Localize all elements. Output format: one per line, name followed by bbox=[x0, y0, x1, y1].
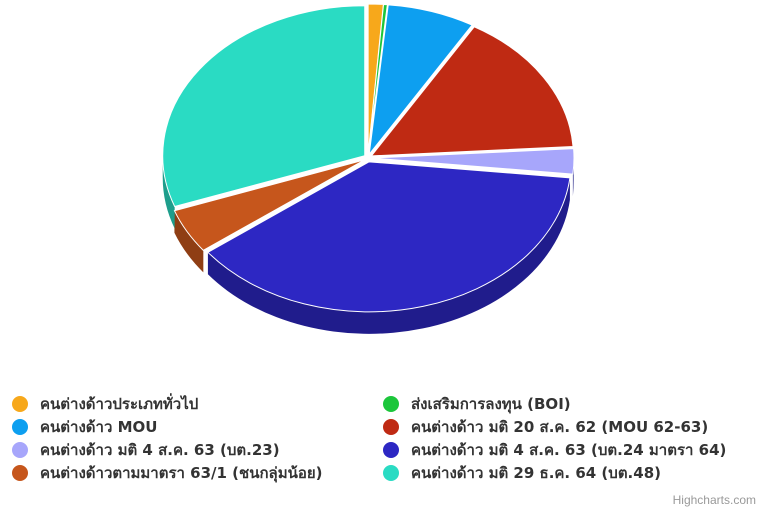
pie-slice-side bbox=[207, 177, 570, 334]
legend-dot-icon bbox=[383, 419, 399, 435]
legend-item-4[interactable]: คนต่างด้าว มติ 4 ส.ค. 63 (บต.23) bbox=[12, 438, 280, 462]
legend-item-5[interactable]: คนต่างด้าว มติ 4 ส.ค. 63 (บต.24 มาตรา 64… bbox=[383, 438, 726, 462]
legend-dot-icon bbox=[383, 465, 399, 481]
pie-slice-6[interactable] bbox=[173, 159, 365, 251]
legend-dot-icon bbox=[12, 465, 28, 481]
legend-label: คนต่างด้าวตามมาตรา 63/1 (ชนกลุ่มน้อย) bbox=[40, 464, 323, 482]
pie-slice-4[interactable] bbox=[371, 148, 575, 175]
pie-slice-7[interactable] bbox=[162, 5, 366, 208]
legend-dot-icon bbox=[383, 442, 399, 458]
pie-slice-2[interactable] bbox=[368, 4, 473, 156]
legend-item-7[interactable]: คนต่างด้าว มติ 29 ธ.ค. 64 (บต.48) bbox=[383, 461, 661, 485]
legend-label: คนต่างด้าว มติ 29 ธ.ค. 64 (บต.48) bbox=[411, 464, 661, 482]
legend: คนต่างด้าวประเภททั่วไป ส่งเสริมการลงทุน … bbox=[0, 380, 762, 490]
pie-slice-3[interactable] bbox=[370, 26, 574, 157]
pie-slice-side bbox=[174, 210, 204, 273]
legend-label: คนต่างด้าวประเภททั่วไป bbox=[40, 395, 199, 413]
legend-item-0[interactable]: คนต่างด้าวประเภททั่วไป bbox=[12, 392, 198, 416]
legend-label: คนต่างด้าว มติ 4 ส.ค. 63 (บต.23) bbox=[40, 441, 280, 459]
legend-item-3[interactable]: คนต่างด้าว มติ 20 ส.ค. 62 (MOU 62-63) bbox=[383, 415, 708, 439]
legend-dot-icon bbox=[12, 442, 28, 458]
legend-dot-icon bbox=[12, 396, 28, 412]
pie-slice-5[interactable] bbox=[207, 161, 571, 313]
legend-label: คนต่างด้าว มติ 20 ส.ค. 62 (MOU 62-63) bbox=[411, 418, 709, 436]
legend-label: คนต่างด้าว MOU bbox=[40, 418, 158, 436]
credits-link[interactable]: Highcharts.com bbox=[672, 493, 756, 507]
pie-slices bbox=[162, 3, 575, 334]
legend-dot-icon bbox=[383, 396, 399, 412]
legend-label: คนต่างด้าว มติ 4 ส.ค. 63 (บต.24 มาตรา 64… bbox=[411, 441, 727, 459]
pie-chart bbox=[162, 3, 575, 334]
pie-slice-1[interactable] bbox=[367, 3, 388, 155]
legend-label: ส่งเสริมการลงทุน (BOI) bbox=[411, 395, 571, 413]
legend-item-6[interactable]: คนต่างด้าวตามมาตรา 63/1 (ชนกลุ่มน้อย) bbox=[12, 461, 323, 485]
legend-dot-icon bbox=[12, 419, 28, 435]
legend-item-2[interactable]: คนต่างด้าว MOU bbox=[12, 415, 157, 439]
legend-item-1[interactable]: ส่งเสริมการลงทุน (BOI) bbox=[383, 392, 571, 416]
